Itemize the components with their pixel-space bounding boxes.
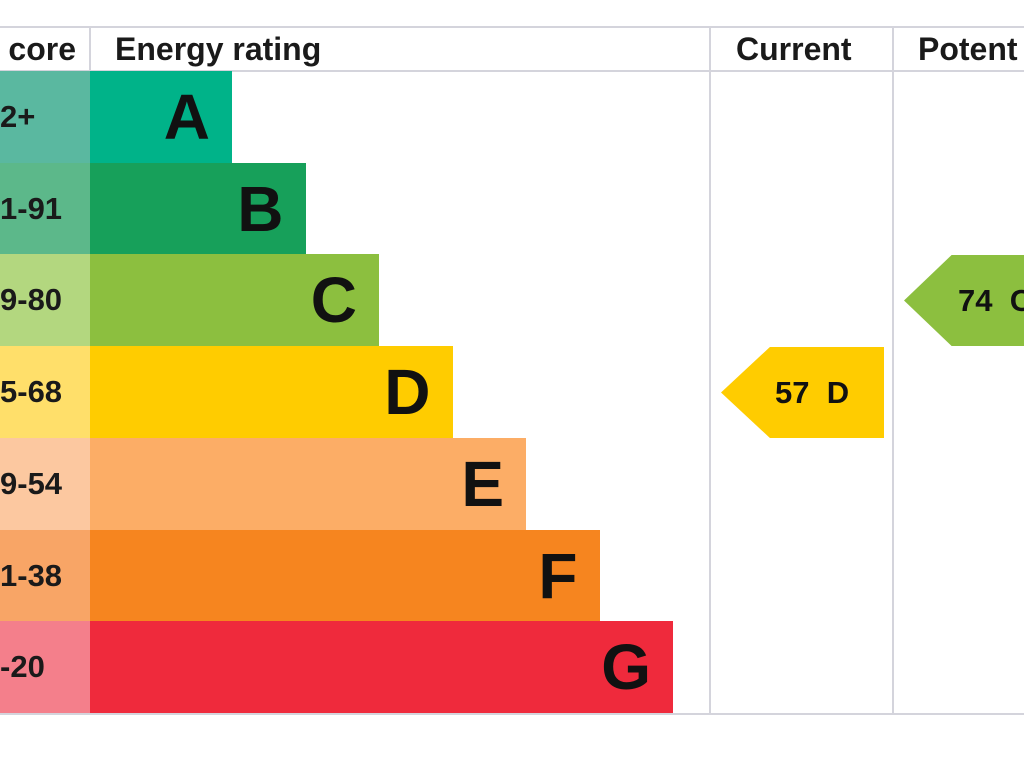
rating-bar-d: D: [90, 346, 453, 439]
current-rating-arrow: 57 D: [721, 347, 884, 438]
score-header: core: [8, 31, 76, 67]
column-divider: [892, 26, 894, 714]
band-letter: B: [237, 172, 284, 245]
table-top-border: [0, 26, 1024, 28]
score-range-b: 1-91: [0, 162, 90, 255]
potential-rating-arrow: 74 C: [904, 255, 1024, 346]
header-bottom-border: [0, 70, 1024, 72]
current-band: D: [826, 374, 850, 410]
potential-score: 74: [958, 282, 993, 318]
rating-bar-a: A: [90, 71, 232, 164]
potential-header: Potent: [918, 31, 1018, 67]
table-bottom-border: [0, 713, 1024, 715]
rating-bar-b: B: [90, 162, 306, 255]
score-range-g: -20: [0, 621, 90, 714]
band-letter: E: [461, 447, 504, 520]
potential-band: C: [1009, 282, 1024, 318]
rating-bar-f: F: [90, 529, 600, 622]
score-range-e: 9-54: [0, 437, 90, 530]
score-range-f: 1-38: [0, 529, 90, 622]
score-range-c: 9-80: [0, 254, 90, 347]
band-letter: F: [538, 539, 578, 612]
rating-bar-e: E: [90, 437, 526, 530]
band-letter: A: [163, 81, 210, 154]
energy-rating-header: Energy rating: [115, 31, 322, 67]
current-score: 57: [775, 374, 810, 410]
band-letter: C: [310, 264, 357, 337]
rating-bar-g: G: [90, 621, 673, 714]
band-letter: D: [384, 356, 431, 429]
score-range-d: 5-68: [0, 346, 90, 439]
score-range-a: 2+: [0, 71, 90, 164]
current-header: Current: [736, 31, 852, 67]
rating-bar-c: C: [90, 254, 379, 347]
column-divider: [709, 26, 711, 714]
band-letter: G: [601, 631, 651, 704]
